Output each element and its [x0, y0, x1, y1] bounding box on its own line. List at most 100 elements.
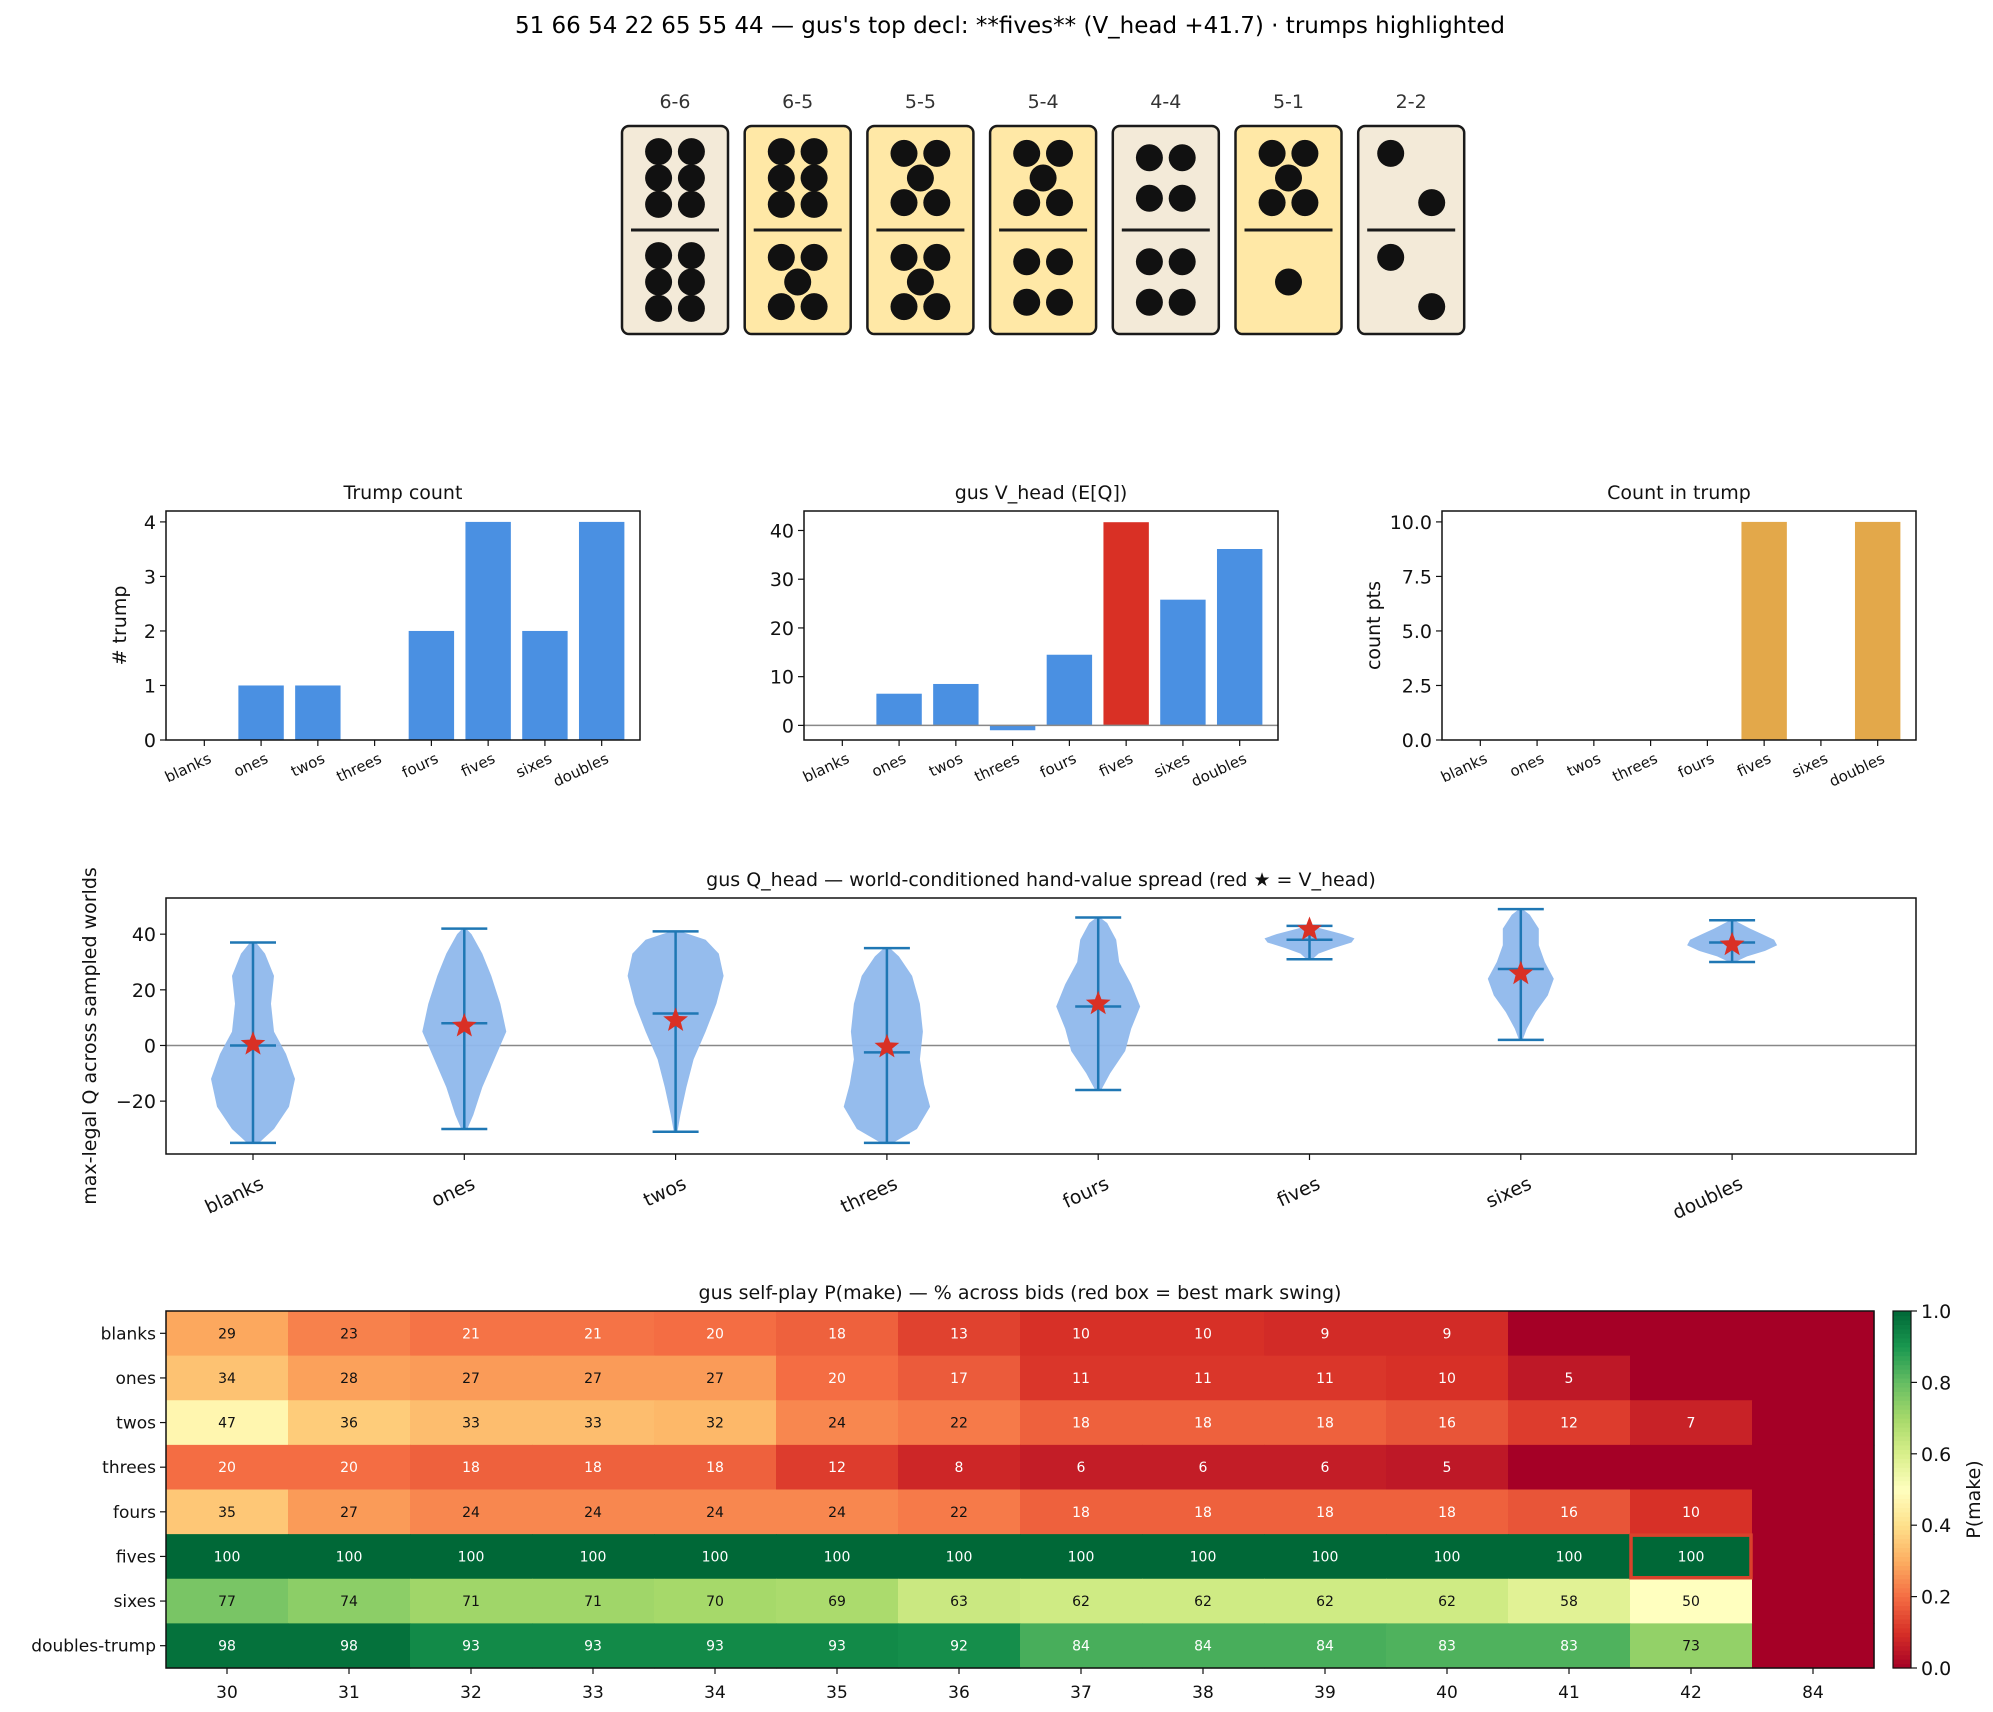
colorbar-tick-label: 0.6	[1921, 1444, 1951, 1466]
heat-cell-value: 12	[828, 1460, 846, 1476]
row-label: doubles-trump	[31, 1637, 156, 1657]
bar-sixes	[522, 630, 568, 740]
bar-ones	[238, 685, 284, 740]
domino-pip	[1168, 288, 1196, 316]
colorbar-segment	[1893, 1534, 1911, 1540]
row-label: ones	[116, 1369, 157, 1389]
bar-twos	[933, 683, 979, 726]
heat-cell	[1020, 1311, 1143, 1357]
colorbar-segment	[1893, 1654, 1911, 1660]
colorbar-segment	[1893, 1391, 1911, 1397]
heat-cell	[776, 1534, 899, 1580]
domino-pip	[890, 293, 918, 321]
colorbar-segment	[1893, 1525, 1911, 1531]
bar-doubles	[1854, 521, 1901, 740]
heat-cell	[1386, 1534, 1509, 1580]
x-tick-label: ones	[869, 749, 909, 780]
colorbar-segment	[1893, 1543, 1911, 1549]
heat-cell	[898, 1489, 1021, 1535]
x-tick-label: twos	[1564, 749, 1604, 780]
heat-cell	[410, 1489, 533, 1535]
colorbar-segment	[1893, 1529, 1911, 1535]
heat-cell-value: 16	[1560, 1505, 1578, 1521]
heat-cell-value: 20	[706, 1326, 724, 1342]
heat-cell	[410, 1355, 533, 1401]
colorbar-segment	[1893, 1618, 1911, 1624]
heat-cell	[898, 1534, 1021, 1580]
colorbar-segment	[1893, 1609, 1911, 1616]
chart-title: gus Q_head — world-conditioned hand-valu…	[706, 869, 1376, 891]
colorbar-tick-label: 0.2	[1921, 1587, 1951, 1609]
colorbar-segment	[1893, 1373, 1911, 1379]
domino-pip	[1377, 139, 1405, 167]
colorbar-segment	[1893, 1480, 1911, 1486]
chart-title: gus self-play P(make) — % across bids (r…	[699, 1282, 1342, 1304]
colorbar-segment	[1893, 1337, 1911, 1343]
plot-frame	[165, 1310, 1875, 1669]
domino-pip	[645, 190, 673, 218]
x-tick-label: fours	[1059, 1173, 1112, 1213]
heat-cell	[532, 1489, 655, 1535]
heat-cell-value: 20	[340, 1460, 358, 1476]
heat-cell	[1508, 1400, 1631, 1446]
colorbar-segment	[1893, 1556, 1911, 1562]
heat-cell	[1020, 1623, 1143, 1669]
heat-cell	[1630, 1355, 1753, 1401]
heat-cell	[166, 1444, 289, 1491]
domino-4-4: 4-4	[1111, 91, 1221, 336]
colorbar-segment	[1893, 1377, 1911, 1383]
domino-label: 5-4	[1028, 91, 1059, 113]
row-label: threes	[102, 1458, 156, 1478]
v-head-chart: gus V_head (E[Q]) blanks ones twos threes fou…	[770, 482, 1279, 791]
violin-threes	[843, 946, 931, 1145]
domino-pip	[1418, 293, 1446, 321]
heat-cell-value: 10	[1682, 1505, 1700, 1521]
colorbar-segment	[1893, 1395, 1911, 1401]
y-axis-label: count pts	[1363, 581, 1385, 670]
heat-cell-value: 47	[218, 1416, 236, 1432]
v-head-star	[240, 1031, 266, 1055]
colorbar-segment	[1893, 1489, 1911, 1495]
heat-cell-value: 100	[1556, 1549, 1583, 1565]
heat-cell	[1386, 1355, 1509, 1401]
domino-pip	[767, 190, 795, 218]
plot-frame	[165, 510, 641, 741]
heat-cell	[1264, 1355, 1387, 1401]
heat-cell-value: 24	[828, 1416, 846, 1432]
heat-cell	[776, 1400, 899, 1446]
colorbar-segment	[1893, 1431, 1911, 1437]
colorbar-segment	[1893, 1449, 1911, 1455]
heat-cell-value: 69	[828, 1594, 846, 1610]
heat-cell-value: 34	[218, 1371, 236, 1387]
colorbar-segment	[1893, 1467, 1911, 1473]
colorbar-segment	[1893, 1538, 1911, 1544]
colorbar-segment	[1893, 1650, 1911, 1656]
colorbar-segment	[1893, 1400, 1911, 1406]
heat-cell	[410, 1400, 533, 1446]
colorbar-segment	[1893, 1458, 1911, 1464]
x-tick-label: fives	[1096, 749, 1136, 780]
heat-cell	[1752, 1578, 1875, 1624]
heat-cell-value: 62	[1194, 1594, 1212, 1610]
heat-cell-value: 35	[218, 1505, 236, 1521]
colorbar-segment	[1893, 1386, 1911, 1392]
x-tick-label: doubles	[550, 749, 611, 790]
heat-cell	[654, 1311, 777, 1357]
heat-cell	[1630, 1623, 1753, 1669]
x-tick-label: sixes	[1151, 749, 1193, 781]
colorbar-segment	[1893, 1623, 1911, 1629]
chart-title: Count in trump	[1607, 482, 1751, 504]
heat-cell-value: 10	[1194, 1326, 1212, 1342]
colorbar-segment	[1893, 1516, 1911, 1522]
bar-twos	[295, 685, 341, 740]
domino-6-6: 6-6	[620, 91, 730, 336]
column-label: 36	[948, 1683, 970, 1703]
heat-cell-value: 18	[1072, 1416, 1090, 1432]
v-head-star	[1508, 960, 1534, 985]
colorbar-segment	[1893, 1364, 1911, 1370]
heat-cell-value: 33	[584, 1416, 602, 1432]
domino-pip	[800, 190, 828, 218]
heat-cell-value: 71	[462, 1594, 480, 1610]
heat-cell-value: 22	[950, 1505, 968, 1521]
heat-cell-value: 62	[1072, 1594, 1090, 1610]
